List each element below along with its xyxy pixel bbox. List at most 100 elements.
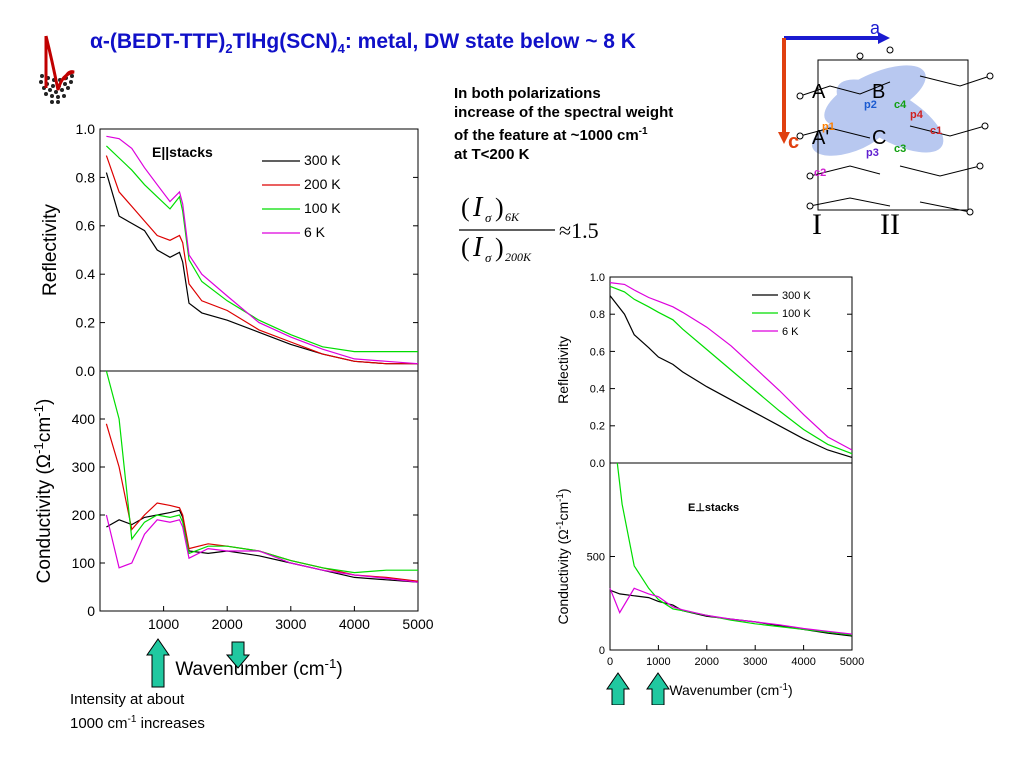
title-sub2: 4 bbox=[337, 41, 345, 57]
note-line-3: of the feature at ~1000 cm bbox=[454, 127, 639, 144]
title-mid: TlHg(SCN) bbox=[232, 30, 338, 53]
arrow-down-shape bbox=[225, 641, 251, 669]
caption-line-2-sup: -1 bbox=[127, 714, 137, 725]
polarization-I-label: I bbox=[812, 208, 822, 241]
svg-text:I: I bbox=[472, 192, 484, 223]
svg-text:(: ( bbox=[461, 193, 470, 222]
slide-title: α-(BEDT-TTF)2TlHg(SCN)4: metal, DW state… bbox=[90, 30, 636, 56]
series-line-300-k bbox=[609, 589, 853, 637]
x-tick-label: 1000 bbox=[148, 616, 179, 632]
x-tick-label: 5000 bbox=[402, 616, 433, 632]
legend-entry: 6 K bbox=[782, 326, 799, 338]
y-tick-label: 0.4 bbox=[76, 266, 96, 282]
molecule-a-prime-label: A' bbox=[812, 127, 829, 149]
plot-frame bbox=[609, 462, 853, 651]
chart-parallel: 0.0 0.2 0.4 0.6 0.8 1.0 Reflectivity 300 K 200 K… bbox=[31, 121, 434, 688]
y-tick-label: 0.8 bbox=[590, 309, 605, 321]
bond-p1: p1 bbox=[822, 121, 835, 133]
bond-c2: c2 bbox=[814, 167, 826, 179]
caption-line-1: Intensity at about bbox=[70, 691, 185, 708]
x-axis-label: Wavenumber (cm-1) bbox=[175, 656, 342, 681]
y-axis-label: Conductivity (Ω-1cm-1) bbox=[31, 399, 56, 584]
y-tick-label: 0.2 bbox=[590, 421, 605, 433]
arrow-down-2100-parallel bbox=[225, 641, 251, 669]
axis-c-label: c bbox=[788, 131, 799, 153]
legend-entry: 6 K bbox=[304, 224, 326, 240]
note-line-3-sup: -1 bbox=[638, 126, 648, 137]
chart-perpendicular: 0.0 0.2 0.4 0.6 0.8 1.0 Reflectivity 300 K 100 K… bbox=[555, 272, 864, 705]
arrow-up-1000-perpendicular-shape bbox=[646, 672, 670, 705]
series-line-100-k bbox=[105, 145, 418, 353]
legend-entry: 100 K bbox=[782, 308, 811, 320]
arrow-up-300-perpendicular-shape bbox=[606, 672, 630, 705]
arrow-up-1000-parallel bbox=[146, 638, 170, 688]
formula-ratio: ≈1.5 bbox=[559, 218, 599, 243]
y-tick-label: 0.8 bbox=[76, 169, 96, 185]
y-tick-label: 0.0 bbox=[590, 458, 605, 470]
bond-p3: p3 bbox=[866, 147, 879, 159]
series-line-6-k bbox=[609, 587, 853, 635]
x-tick-label: 2000 bbox=[695, 656, 719, 668]
svg-text:σ: σ bbox=[485, 210, 492, 225]
series-line-100-k bbox=[616, 462, 853, 636]
svg-text:200K: 200K bbox=[505, 250, 532, 264]
bond-c4: c4 bbox=[894, 99, 907, 111]
arrow-up-300-perpendicular bbox=[606, 672, 630, 705]
svg-text:I: I bbox=[472, 232, 484, 263]
y-tick-label: 0.2 bbox=[76, 315, 96, 331]
series-line-100-k bbox=[609, 285, 853, 455]
svg-text:σ: σ bbox=[485, 250, 492, 265]
y-tick-label: 0.4 bbox=[590, 383, 605, 395]
y-tick-label: 0 bbox=[87, 603, 95, 619]
molecule-b-label: B bbox=[872, 81, 885, 103]
molecule-c-label: C bbox=[872, 127, 886, 149]
arrow-up-1000-parallel-shape bbox=[146, 638, 170, 688]
x-tick-label: 4000 bbox=[791, 656, 815, 668]
plot-frame bbox=[99, 128, 419, 372]
series-line-300-k bbox=[609, 295, 853, 458]
institute-logo bbox=[39, 35, 75, 104]
y-axis-label: Reflectivity bbox=[40, 204, 61, 296]
svg-text:): ) bbox=[495, 193, 504, 222]
y-tick-label: 1.0 bbox=[76, 121, 96, 137]
bond-p2: p2 bbox=[864, 99, 877, 111]
y-tick-label: 0 bbox=[599, 645, 605, 657]
y-tick-label: 500 bbox=[587, 551, 605, 563]
x-tick-label: 1000 bbox=[646, 656, 670, 668]
reflectivity-plot-parallel: 0.0 0.2 0.4 0.6 0.8 1.0 Reflectivity 300 K 200 K… bbox=[40, 121, 419, 379]
polarization-II-label: II bbox=[880, 208, 900, 241]
crystal-structure-diagram: a c A B A' C p2 c4 p1 p4 c1 c2 p3 c3 bbox=[778, 18, 994, 216]
title-sub1: 2 bbox=[225, 41, 233, 57]
x-tick-label: 4000 bbox=[339, 616, 370, 632]
y-tick-label: 300 bbox=[72, 459, 96, 475]
y-tick-label: 1.0 bbox=[590, 272, 605, 284]
bond-c1: c1 bbox=[930, 125, 942, 137]
y-tick-label: 100 bbox=[72, 555, 96, 571]
x-tick-label: 3000 bbox=[743, 656, 767, 668]
x-tick-label: 5000 bbox=[840, 656, 864, 668]
series-line-6-k bbox=[106, 135, 419, 365]
svg-text:6K: 6K bbox=[505, 210, 520, 224]
x-tick-label: 2000 bbox=[212, 616, 243, 632]
bond-p4: p4 bbox=[910, 109, 924, 121]
x-axis-label: Wavenumber (cm-1) bbox=[669, 682, 792, 699]
spectral-weight-note: In both polarizations increase of the sp… bbox=[454, 84, 673, 164]
series-line-6-k bbox=[105, 514, 419, 583]
title-prefix: α-(BEDT-TTF) bbox=[90, 30, 226, 53]
conductivity-plot-parallel: 0 100 200 300 400 1000 2000 3000 4000 5000 Conduct… bbox=[31, 370, 434, 681]
bond-c3: c3 bbox=[894, 143, 906, 155]
series-line-300-k bbox=[105, 172, 418, 365]
note-line-1: In both polarizations bbox=[454, 85, 601, 102]
caption-line-2a: 1000 cm bbox=[70, 715, 128, 732]
series-line-200-k bbox=[105, 423, 419, 582]
y-tick-label: 0.0 bbox=[76, 363, 96, 379]
molecule-a-label: A bbox=[812, 81, 826, 103]
intensity-caption: Intensity at about 1000 cm-1 increases bbox=[70, 690, 205, 734]
svg-text:): ) bbox=[495, 233, 504, 262]
intensity-ratio-formula: ( I σ ) 6K ( I σ ) 200K ≈1.5 bbox=[459, 192, 599, 265]
panel-annotation: E⊥stacks bbox=[688, 502, 739, 514]
legend-entry: 200 K bbox=[304, 176, 341, 192]
axis-a-label: a bbox=[870, 18, 881, 38]
y-tick-label: 200 bbox=[72, 507, 96, 523]
